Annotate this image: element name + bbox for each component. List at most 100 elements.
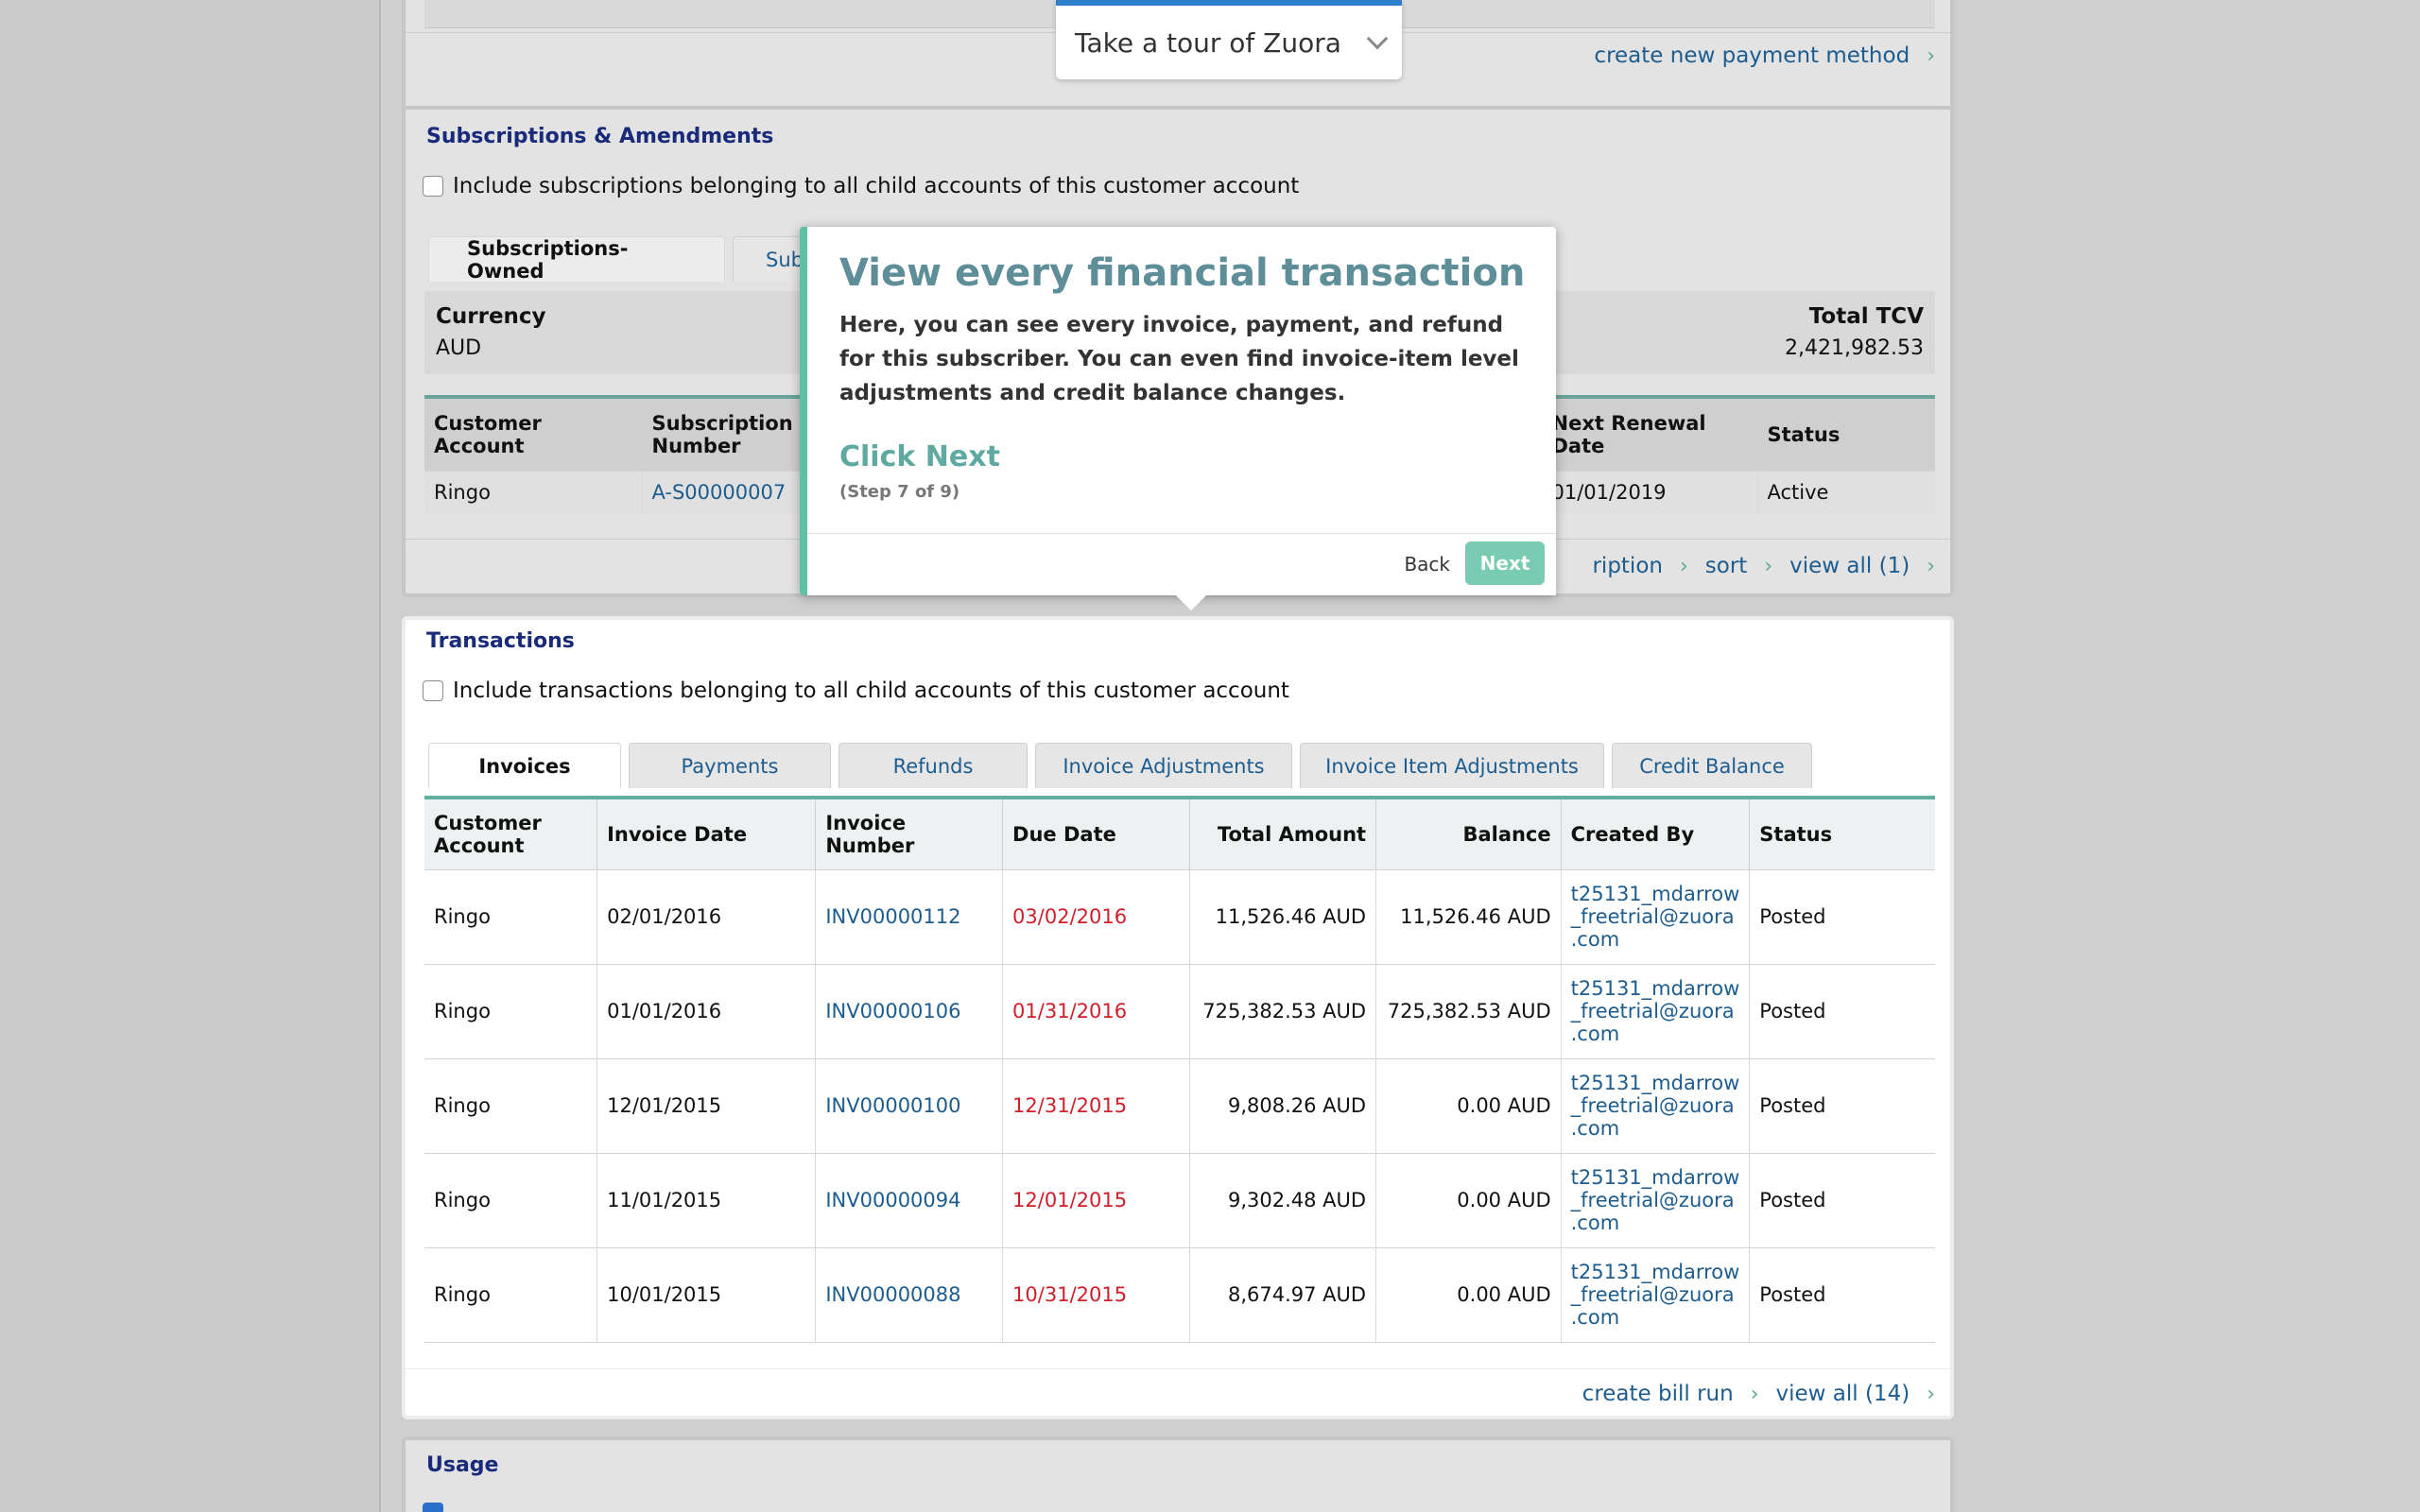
created-by-link[interactable]: t25131_mdarrow _freetrial@zuora .com (1561, 868, 1751, 964)
subscriptions-include-label: Include subscriptions belonging to all c… (453, 174, 1300, 198)
created-by-line-3: .com (1570, 1022, 1620, 1045)
chevron-right-icon: › (1927, 554, 1935, 578)
callout-body: Here, you can see every invoice, payment… (839, 313, 1519, 405)
cell-status: Posted (1749, 963, 1935, 1058)
transactions-view-all-link[interactable]: view all (14) (1775, 1382, 1910, 1406)
subscriptions-view-all-link[interactable]: view all (1) (1789, 554, 1910, 578)
created-by-line-1: t25131_mdarrow (1570, 883, 1740, 905)
table-row: Ringo 10/01/2015 INV00000088 10/31/2015 … (424, 1246, 1935, 1342)
transactions-footer: create bill run › view all (14) › (1582, 1382, 1935, 1406)
subscriptions-include-checkbox[interactable] (423, 176, 443, 197)
created-by-link[interactable]: t25131_mdarrow _freetrial@zuora .com (1561, 963, 1751, 1058)
col-subscription-number: Subscription Number (642, 397, 828, 471)
create-payment-method-link[interactable]: create new payment method (1594, 43, 1910, 68)
cell-account: Ringo (424, 963, 598, 1058)
tour-dropdown[interactable]: Take a tour of Zuora (1056, 0, 1402, 79)
col-status: Status (1767, 422, 1841, 446)
col-invoice-date: Invoice Date (596, 798, 817, 869)
cell-account: Ringo (424, 868, 598, 964)
back-button[interactable]: Back (1404, 553, 1450, 576)
cell-status: Active (1757, 470, 1935, 514)
created-by-line-2: _freetrial@zuora (1570, 1094, 1735, 1117)
usage-title: Usage (426, 1453, 499, 1477)
created-by-line-2: _freetrial@zuora (1570, 1189, 1735, 1211)
col-created-by: Created By (1561, 798, 1751, 869)
chevron-right-icon: › (1764, 554, 1773, 578)
cell-due-date: 03/02/2016 (1002, 868, 1190, 964)
transactions-title: Transactions (426, 629, 575, 653)
invoice-number-link[interactable]: INV00000088 (815, 1246, 1004, 1342)
cell-status: Posted (1749, 1152, 1935, 1247)
created-by-line-2: _freetrial@zuora (1570, 1000, 1735, 1022)
tab-refunds[interactable]: Refunds (838, 743, 1028, 788)
chevron-right-icon: › (1927, 1382, 1935, 1406)
created-by-line-2: _freetrial@zuora (1570, 905, 1735, 928)
transactions-include-checkbox[interactable] (423, 680, 443, 701)
created-by-link[interactable]: t25131_mdarrow _freetrial@zuora .com (1561, 1057, 1751, 1153)
cell-balance: 0.00 AUD (1375, 1246, 1562, 1342)
invoices-table: Customer Account Invoice Date Invoice Nu… (424, 796, 1935, 1343)
cell-invoice-date: 11/01/2015 (596, 1152, 817, 1247)
created-by-link[interactable]: t25131_mdarrow _freetrial@zuora .com (1561, 1246, 1751, 1342)
tab-payments[interactable]: Payments (629, 743, 831, 788)
cell-due-date: 10/31/2015 (1002, 1246, 1190, 1342)
invoices-header-row: Customer Account Invoice Date Invoice Nu… (424, 798, 1935, 869)
cell-account: Ringo (424, 1057, 598, 1153)
cell-invoice-date: 12/01/2015 (596, 1057, 817, 1153)
create-bill-run-link[interactable]: create bill run (1582, 1382, 1734, 1406)
col-next-renewal-date: Next Renewal Date (1542, 397, 1758, 471)
subscriptions-footer: ription › sort › view all (1) › (1592, 554, 1935, 578)
new-subscription-link[interactable]: ription (1592, 554, 1663, 578)
tour-title: Take a tour of Zuora (1075, 26, 1341, 59)
total-tcv-value: 2,421,982.53 (1785, 336, 1924, 360)
cell-due-date: 01/31/2016 (1002, 963, 1190, 1058)
callout-step: (Step 7 of 9) (839, 482, 960, 502)
created-by-line-3: .com (1570, 1211, 1620, 1234)
created-by-line-3: .com (1570, 1117, 1620, 1140)
created-by-link[interactable]: t25131_mdarrow _freetrial@zuora .com (1561, 1152, 1751, 1247)
tab-credit-balance[interactable]: Credit Balance (1612, 743, 1812, 788)
invoice-number-link[interactable]: INV00000094 (815, 1152, 1004, 1247)
tab-invoice-item-adjustments[interactable]: Invoice Item Adjustments (1300, 743, 1604, 788)
transactions-panel: Transactions Include transactions belong… (402, 616, 1954, 1419)
transactions-footer-divider (406, 1368, 1950, 1369)
callout-action: Click Next (839, 440, 1000, 473)
tour-callout: View every financial transaction Here, y… (800, 227, 1556, 610)
tab-invoice-adjustments[interactable]: Invoice Adjustments (1035, 743, 1292, 788)
invoice-number-link[interactable]: INV00000112 (815, 868, 1004, 964)
cell-balance: 11,526.46 AUD (1375, 868, 1562, 964)
invoice-number-link[interactable]: INV00000106 (815, 963, 1004, 1058)
cell-total-amount: 9,808.26 AUD (1189, 1057, 1377, 1153)
cell-balance: 0.00 AUD (1375, 1152, 1562, 1247)
cell-invoice-date: 01/01/2016 (596, 963, 817, 1058)
next-button[interactable]: Next (1465, 541, 1545, 585)
table-row: Ringo 11/01/2015 INV00000094 12/01/2015 … (424, 1152, 1935, 1247)
col-customer-account: Customer Account (424, 397, 643, 471)
transactions-include-row: Include transactions belonging to all ch… (423, 679, 1289, 703)
sort-link[interactable]: sort (1704, 554, 1748, 578)
callout-title: View every financial transaction (839, 251, 1526, 295)
cell-total-amount: 11,526.46 AUD (1189, 868, 1377, 964)
chevron-down-icon (1366, 27, 1389, 50)
created-by-line-1: t25131_mdarrow (1570, 1166, 1740, 1189)
usage-include-checkbox[interactable] (423, 1503, 443, 1512)
cell-balance: 725,382.53 AUD (1375, 963, 1562, 1058)
cell-status: Posted (1749, 1057, 1935, 1153)
invoice-number-link[interactable]: INV00000100 (815, 1057, 1004, 1153)
cell-due-date: 12/01/2015 (1002, 1152, 1190, 1247)
tab-invoices[interactable]: Invoices (428, 743, 621, 788)
cell-invoice-date: 10/01/2015 (596, 1246, 817, 1342)
chevron-right-icon: › (1750, 1382, 1759, 1406)
callout-pointer (1176, 595, 1206, 610)
payment-methods-footer: create new payment method › (1594, 43, 1935, 68)
col-status: Status (1759, 822, 1833, 846)
subscription-number-link[interactable]: A-S00000007 (642, 470, 828, 514)
callout-footer: Back Next (807, 533, 1556, 595)
col-due-date: Due Date (1002, 798, 1190, 869)
created-by-line-3: .com (1570, 1306, 1620, 1329)
table-row: Ringo 01/01/2016 INV00000106 01/31/2016 … (424, 963, 1935, 1058)
cell-status: Posted (1749, 1246, 1935, 1342)
tab-subscriptions-owned[interactable]: Subscriptions-Owned (428, 236, 725, 283)
cell-status: Posted (1749, 868, 1935, 964)
currency-label: Currency (436, 304, 546, 329)
